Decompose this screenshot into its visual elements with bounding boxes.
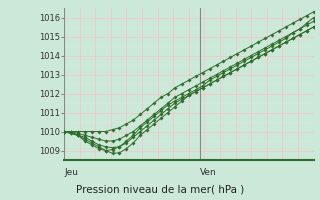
Text: Ven: Ven bbox=[200, 168, 217, 177]
Text: Jeu: Jeu bbox=[64, 168, 78, 177]
Text: Pression niveau de la mer( hPa ): Pression niveau de la mer( hPa ) bbox=[76, 184, 244, 194]
